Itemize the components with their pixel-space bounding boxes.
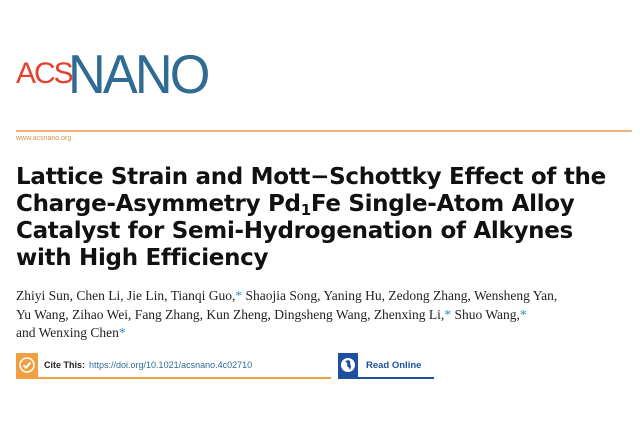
corresponding-asterisk[interactable]: * <box>519 306 527 322</box>
title-line: Charge-Asymmetry Pd1Fe Single-Atom Alloy <box>16 191 575 219</box>
corresponding-asterisk[interactable]: * <box>235 288 243 303</box>
read-online-label: Read Online <box>366 359 422 371</box>
cite-label: Cite This: <box>44 360 86 370</box>
header-divider <box>16 130 632 132</box>
title-line: Lattice Strain and Mott−Schottky Effect … <box>16 164 606 190</box>
cite-this[interactable]: Cite This: https://doi.org/10.1021/acsna… <box>16 353 331 379</box>
logo-nano: NANO <box>67 43 210 105</box>
checkmark-icon <box>16 353 38 377</box>
logo-acs: ACS <box>16 57 74 90</box>
journal-logo: ACS NANO <box>16 47 215 102</box>
author-list: Zhiyi Sun, Chen Li, Jie Lin, Tianqi Guo,… <box>16 288 558 340</box>
globe-icon <box>338 353 358 377</box>
read-online-button[interactable]: Read Online <box>338 353 434 379</box>
paper-title: Lattice Strain and Mott−Schottky Effect … <box>16 164 606 272</box>
doi-link[interactable]: https://doi.org/10.1021/acsnano.4c02710 <box>89 360 253 370</box>
title-line: with High Efficiency <box>16 245 269 271</box>
corresponding-asterisk[interactable]: * <box>118 325 126 340</box>
title-line: Catalyst for Semi-Hydrogenation of Alkyn… <box>16 218 573 244</box>
corresponding-asterisk[interactable]: * <box>444 306 452 322</box>
journal-url[interactable]: www.acsnano.org <box>16 135 72 142</box>
